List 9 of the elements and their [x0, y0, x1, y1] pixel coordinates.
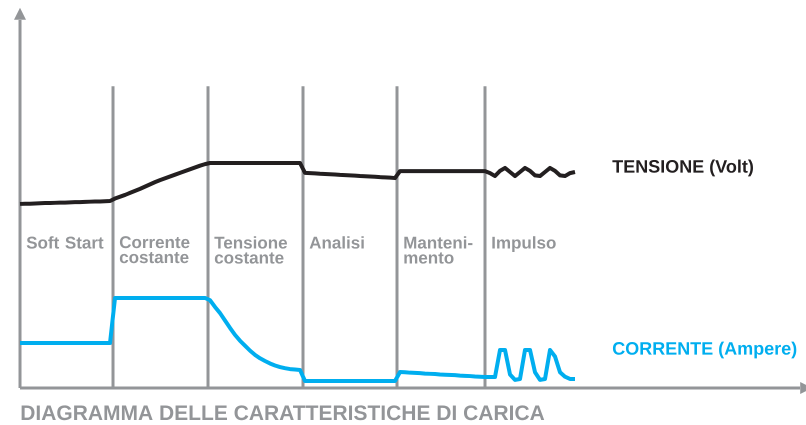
text: TENSIONE (Volt): [612, 160, 753, 176]
annotation: Analisi: [310, 236, 364, 249]
text: CORRENTE (Ampere): [612, 342, 796, 358]
annotation: Soft Start: [26, 236, 104, 249]
annotation: Corrente costante: [120, 236, 190, 264]
annotation: Tensione costante: [214, 236, 288, 264]
annotation: Impulso: [492, 236, 556, 252]
text: DIAGRAMMA DELLE CARATTERISTICHE DI CARICA: [22, 405, 544, 420]
annotation: Manteni-mento: [404, 236, 472, 264]
